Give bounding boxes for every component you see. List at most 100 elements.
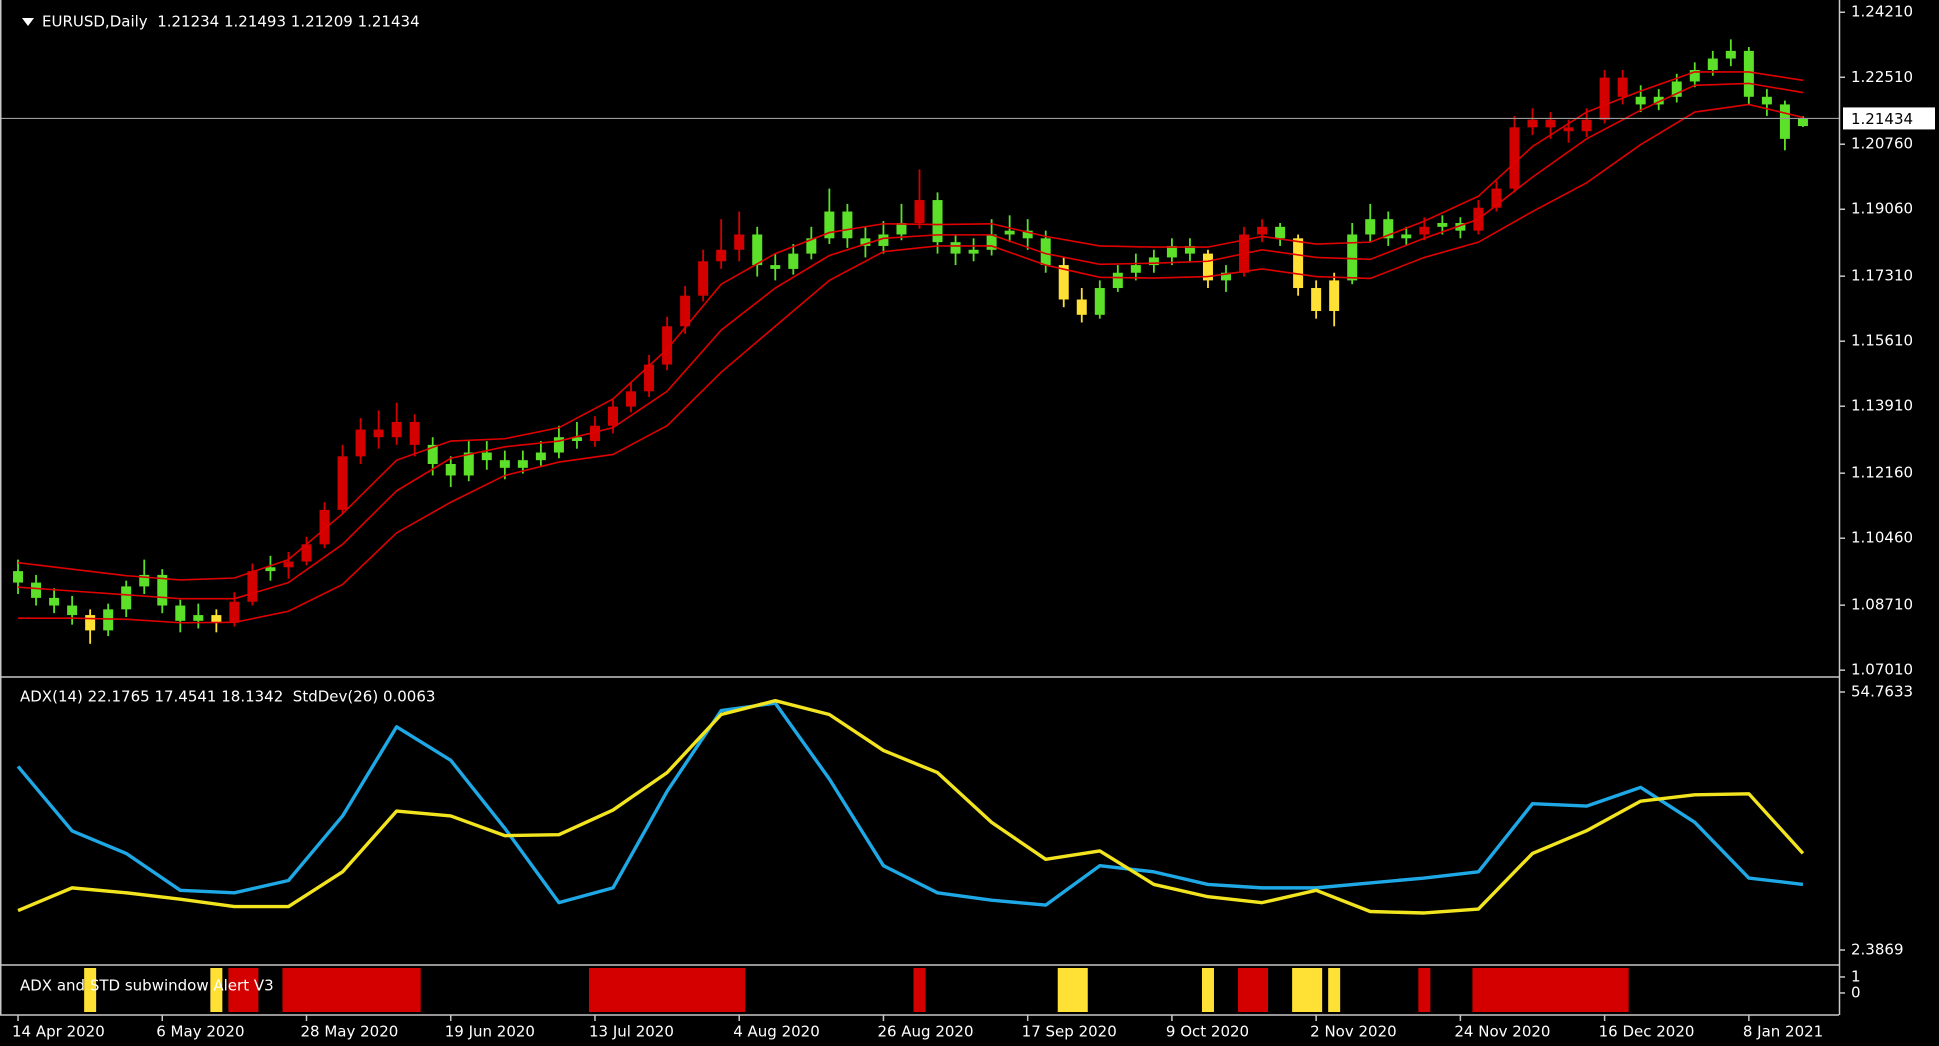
alert-bar bbox=[913, 968, 926, 1012]
candle-body bbox=[716, 249, 727, 262]
candle-body bbox=[1797, 118, 1808, 127]
x-tick-label: 16 Dec 2020 bbox=[1599, 1023, 1695, 1041]
y-tick-label: 1.20760 bbox=[1851, 135, 1913, 153]
candle-body bbox=[319, 509, 330, 545]
x-tick-label: 14 Apr 2020 bbox=[12, 1023, 105, 1041]
alert-bar bbox=[84, 968, 97, 1012]
y-tick-label: 1.15610 bbox=[1851, 332, 1913, 350]
y-tick-label: 1.10460 bbox=[1851, 529, 1913, 547]
candle-body bbox=[1707, 58, 1718, 71]
candle-body bbox=[463, 452, 474, 476]
candle-body bbox=[175, 605, 186, 621]
alert-bar bbox=[588, 968, 746, 1012]
candle-body bbox=[788, 253, 799, 269]
alert-bar bbox=[1201, 968, 1214, 1012]
y-tick-label: 1.08710 bbox=[1851, 596, 1913, 614]
candle-body bbox=[1527, 119, 1538, 128]
candle-body bbox=[1761, 96, 1772, 105]
candle-body bbox=[1491, 188, 1502, 208]
moving-average-line bbox=[18, 103, 1804, 624]
candle-body bbox=[49, 597, 60, 606]
plot-layer: 1.24210 1.22510 1.20760 1.19060 1.17310 1.156… bbox=[0, 3, 1935, 1041]
candle-body bbox=[373, 429, 384, 438]
candle-body bbox=[698, 261, 709, 296]
y-tick-label: 0 bbox=[1851, 983, 1861, 1001]
candle-body bbox=[1221, 272, 1231, 281]
candle-body bbox=[481, 452, 492, 461]
candle-body bbox=[1401, 234, 1412, 239]
candle-body bbox=[1040, 238, 1051, 266]
candle-body bbox=[409, 421, 420, 445]
candle-body bbox=[1022, 230, 1033, 239]
price-label-box bbox=[1843, 107, 1935, 130]
candle-body bbox=[1635, 96, 1646, 105]
candle-body bbox=[1094, 288, 1105, 315]
candle-body bbox=[247, 571, 258, 602]
candle-body bbox=[1455, 223, 1466, 231]
candle-body bbox=[662, 326, 673, 365]
candle-body bbox=[427, 444, 438, 464]
candle-body bbox=[211, 615, 222, 623]
y-tick-label: 1.19060 bbox=[1851, 200, 1913, 218]
candle-body bbox=[1148, 257, 1159, 266]
candle-body bbox=[950, 242, 961, 254]
candle-body bbox=[1689, 70, 1700, 82]
candle-body bbox=[1743, 50, 1754, 97]
candle-body bbox=[139, 574, 150, 587]
candle-body bbox=[1275, 226, 1286, 239]
alert-title: ADX and STD subwindow Alert V3 bbox=[20, 977, 274, 995]
y-tick-label: 1.07010 bbox=[1851, 661, 1913, 679]
candle-body bbox=[283, 561, 294, 568]
candle-body bbox=[355, 429, 366, 457]
candle-body bbox=[968, 249, 979, 254]
candle-body bbox=[626, 391, 637, 407]
candle-body bbox=[193, 615, 204, 621]
x-tick-label: 4 Aug 2020 bbox=[733, 1023, 820, 1041]
candle-body bbox=[1130, 265, 1141, 273]
candle-body bbox=[85, 615, 96, 631]
menu-arrow[interactable] bbox=[22, 18, 34, 26]
y-tick-label: 1.12160 bbox=[1851, 464, 1913, 482]
x-tick-label: 2 Nov 2020 bbox=[1310, 1023, 1397, 1041]
indicator-line bbox=[16, 701, 1804, 907]
candle-body bbox=[337, 456, 348, 510]
y-tick-label: 1.17310 bbox=[1851, 267, 1913, 285]
indicator-title: ADX(14) 22.1765 17.4541 18.1342 StdDev(2… bbox=[20, 688, 435, 706]
candle-body bbox=[1257, 226, 1268, 235]
y-tick-label: 54.7633 bbox=[1851, 683, 1913, 701]
alert-bar bbox=[1238, 968, 1269, 1012]
candle-body bbox=[1383, 219, 1394, 239]
candle-body bbox=[734, 234, 745, 250]
candle-body bbox=[265, 567, 276, 572]
candle-body bbox=[229, 601, 240, 623]
alert-bar bbox=[1418, 968, 1431, 1012]
x-tick-label: 24 Nov 2020 bbox=[1454, 1023, 1550, 1041]
candle-body bbox=[1166, 245, 1177, 258]
alert-bar bbox=[1472, 968, 1629, 1012]
y-tick-label: 1 bbox=[1851, 967, 1861, 985]
candle-body bbox=[517, 460, 528, 468]
x-tick-label: 28 May 2020 bbox=[301, 1023, 399, 1041]
x-tick-label: 17 Sep 2020 bbox=[1022, 1023, 1117, 1041]
candle-body bbox=[1779, 104, 1790, 139]
candle-body bbox=[445, 463, 456, 476]
candle-body bbox=[1599, 77, 1610, 120]
x-tick-label: 9 Oct 2020 bbox=[1166, 1023, 1249, 1041]
candle-body bbox=[499, 460, 510, 468]
alert-bar bbox=[228, 968, 259, 1012]
candle-body bbox=[31, 582, 42, 598]
candle-body bbox=[806, 238, 817, 254]
alert-bar bbox=[1328, 968, 1341, 1012]
alert-bar bbox=[282, 968, 421, 1012]
candle-body bbox=[391, 421, 402, 438]
candle-body bbox=[1347, 234, 1358, 281]
candle-body bbox=[13, 571, 24, 583]
price-label: 1.21434 bbox=[1851, 110, 1913, 128]
candle-body bbox=[1545, 119, 1556, 128]
y-tick-label: 1.24210 bbox=[1851, 3, 1913, 21]
candle-body bbox=[680, 295, 691, 327]
candle-body bbox=[67, 605, 78, 616]
